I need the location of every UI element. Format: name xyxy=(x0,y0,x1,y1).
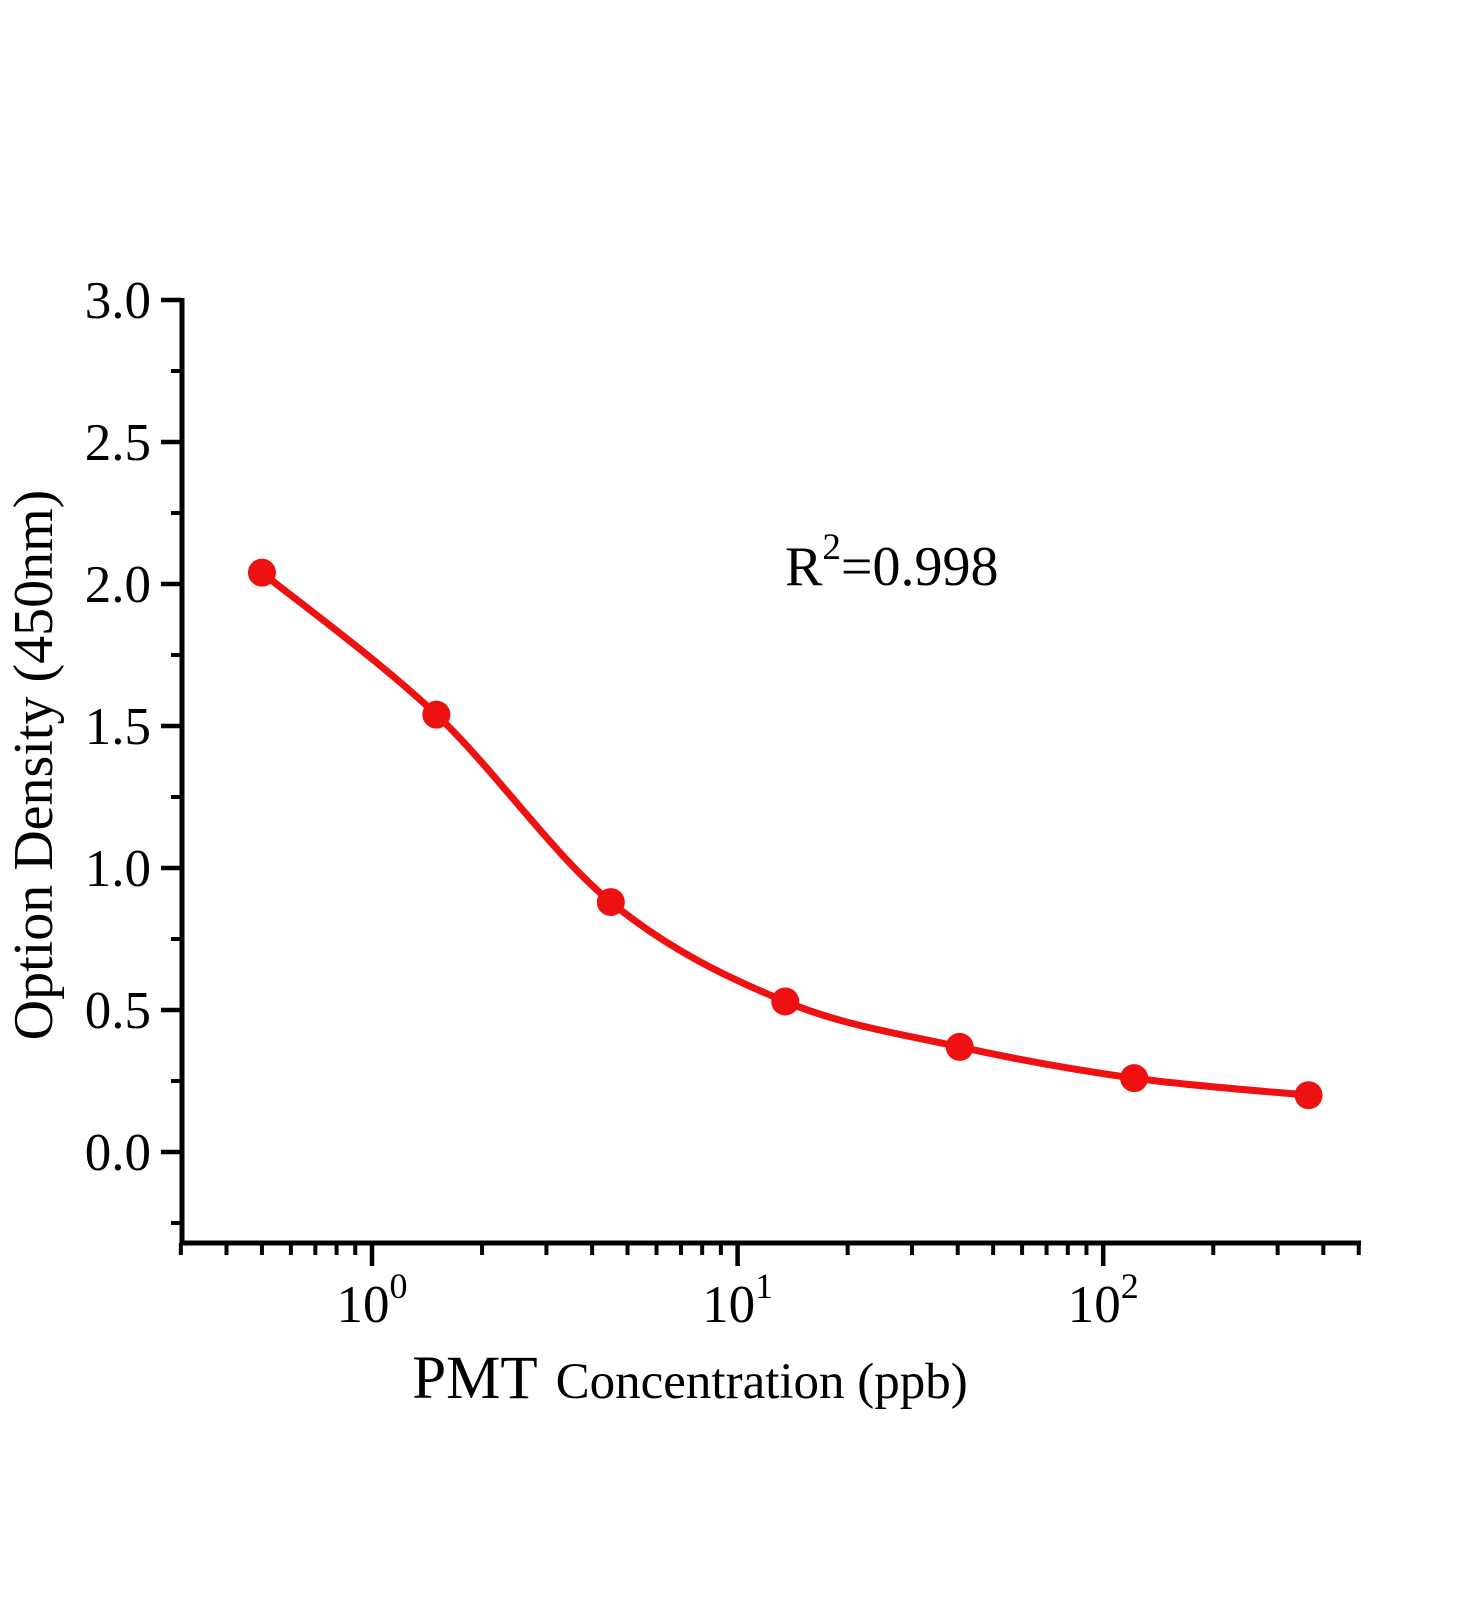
x-tick-label: 101 xyxy=(702,1266,773,1334)
data-point-marker xyxy=(1120,1064,1149,1093)
y-minor-ticks xyxy=(171,369,182,1225)
y-tick-label: 2.0 xyxy=(85,556,151,614)
y-tick-label: 0.0 xyxy=(85,1124,151,1182)
data-point-marker xyxy=(1294,1081,1323,1110)
y-tick-label: 1.0 xyxy=(85,840,151,898)
y-tick-label: 2.5 xyxy=(85,414,151,472)
x-axis-title: PMT Concentration (ppb) xyxy=(412,1345,968,1412)
y-axis: 0.0 0.5 1.0 1.5 2.0 2.5 3.0 xyxy=(85,272,185,1246)
x-tick-labels: 100 101 102 xyxy=(337,1266,1139,1334)
x-tick-label: 102 xyxy=(1068,1266,1139,1334)
r-squared-annotation: R2=0.998 xyxy=(785,527,998,598)
y-major-ticks xyxy=(161,297,182,1155)
data-series xyxy=(247,558,1323,1110)
y-tick-labels: 0.0 0.5 1.0 1.5 2.0 2.5 3.0 xyxy=(85,272,151,1182)
y-tick-label: 0.5 xyxy=(85,982,151,1040)
x-axis-title-secondary: Concentration (ppb) xyxy=(556,1354,968,1410)
data-point-marker xyxy=(247,558,276,587)
x-axis-title-primary: PMT xyxy=(412,1345,537,1412)
data-point-marker xyxy=(771,987,800,1016)
r-squared-base: R xyxy=(785,536,823,598)
r-squared-superscript: 2 xyxy=(822,527,841,568)
x-axis: 100 101 102 xyxy=(178,1240,1361,1334)
data-point-marker xyxy=(422,700,451,729)
y-axis-title: Option Density (450nm) xyxy=(3,490,65,1041)
x-major-ticks xyxy=(369,1243,1106,1266)
x-minor-ticks xyxy=(178,1243,1361,1255)
y-tick-label: 1.5 xyxy=(85,698,151,756)
data-point-marker xyxy=(596,888,625,917)
fit-curve xyxy=(258,569,1313,1099)
data-point-marker xyxy=(945,1032,974,1061)
r-squared-value: =0.998 xyxy=(841,536,999,598)
y-tick-label: 3.0 xyxy=(85,272,151,330)
x-tick-label: 100 xyxy=(337,1266,408,1334)
